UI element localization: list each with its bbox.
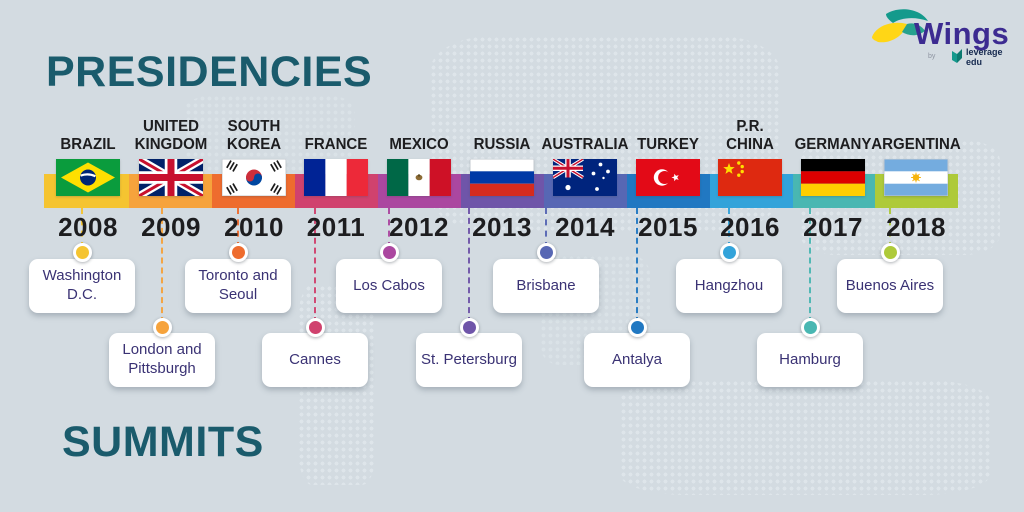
- brand-name: Wings: [914, 16, 1010, 51]
- country-label: BRAZIL: [60, 136, 116, 154]
- timeline-dot: [380, 243, 399, 262]
- timeline-dot: [881, 243, 900, 262]
- footer-title: SUMMITS: [62, 418, 264, 466]
- year-label: 2009: [141, 212, 201, 242]
- timeline-dot: [73, 243, 92, 262]
- year-label: 2017: [803, 212, 863, 242]
- summit-city-card: Washington D.C.: [29, 259, 135, 313]
- summit-city-card: St. Petersburg: [416, 333, 522, 387]
- year-label: 2010: [224, 212, 284, 242]
- wing-icon: [868, 6, 934, 61]
- year-label: 2014: [555, 212, 615, 242]
- flag-mexico: [387, 159, 451, 196]
- timeline-dot: [306, 318, 325, 337]
- connector-line: [636, 208, 638, 323]
- summit-city-card: Toronto and Seoul: [185, 259, 291, 313]
- flag-russia: [470, 159, 534, 196]
- country-label: TURKEY: [637, 136, 699, 154]
- flag-argentina: [884, 159, 948, 196]
- flag-united-kingdom: [139, 159, 203, 196]
- connector-line: [237, 208, 239, 248]
- timeline-dot: [229, 243, 248, 262]
- year-label: 2015: [638, 212, 698, 242]
- summit-city-card: London and Pittsburgh: [109, 333, 215, 387]
- country-label: GERMANY: [794, 136, 872, 154]
- flag-china: [718, 159, 782, 196]
- country-label: SOUTH KOREA: [226, 118, 282, 154]
- country-label: MEXICO: [389, 136, 449, 154]
- summit-city-card: Hangzhou: [676, 259, 782, 313]
- flag-turkey: [636, 159, 700, 196]
- summit-city-card: Buenos Aires: [837, 259, 943, 313]
- flag-germany: [801, 159, 865, 196]
- connector-line: [161, 208, 163, 323]
- country-label: RUSSIA: [473, 136, 531, 154]
- timeline-dot: [801, 318, 820, 337]
- connector-line: [314, 208, 316, 323]
- year-label: 2016: [720, 212, 780, 242]
- timeline-dot: [720, 243, 739, 262]
- year-label: 2013: [472, 212, 532, 242]
- year-label: 2011: [306, 212, 366, 242]
- page-title: PRESIDENCIES: [46, 48, 373, 96]
- flag-brazil: [56, 159, 120, 196]
- connector-line: [889, 208, 891, 248]
- book-icon: [950, 48, 964, 70]
- timeline-dot: [153, 318, 172, 337]
- flag-south-korea: [222, 159, 286, 196]
- connector-line: [81, 208, 83, 248]
- wings-logo: Wings by leverage edu: [862, 4, 1018, 70]
- country-label: FRANCE: [304, 136, 368, 154]
- partner-name: leverage edu: [966, 47, 1003, 67]
- connector-line: [468, 208, 470, 323]
- summit-city-card: Cannes: [262, 333, 368, 387]
- country-label: UNITED KINGDOM: [134, 118, 208, 154]
- by-label: by: [928, 53, 936, 60]
- summit-city-card: Hamburg: [757, 333, 863, 387]
- country-label: P.R. CHINA: [726, 118, 774, 154]
- connector-line: [728, 208, 730, 248]
- country-label: ARGENTINA: [871, 136, 961, 154]
- summit-city-card: Antalya: [584, 333, 690, 387]
- timeline-dot: [628, 318, 647, 337]
- year-label: 2018: [886, 212, 946, 242]
- summit-city-card: Brisbane: [493, 259, 599, 313]
- summit-city-card: Los Cabos: [336, 259, 442, 313]
- connector-line: [388, 208, 390, 248]
- connector-line: [809, 208, 811, 323]
- flag-australia: [553, 159, 617, 196]
- flag-france: [304, 159, 368, 196]
- world-map-pattern: [620, 380, 990, 495]
- timeline-dot: [460, 318, 479, 337]
- year-label: 2012: [389, 212, 449, 242]
- year-label: 2008: [58, 212, 118, 242]
- timeline-dot: [537, 243, 556, 262]
- country-label: AUSTRALIA: [541, 136, 629, 154]
- connector-line: [545, 208, 547, 248]
